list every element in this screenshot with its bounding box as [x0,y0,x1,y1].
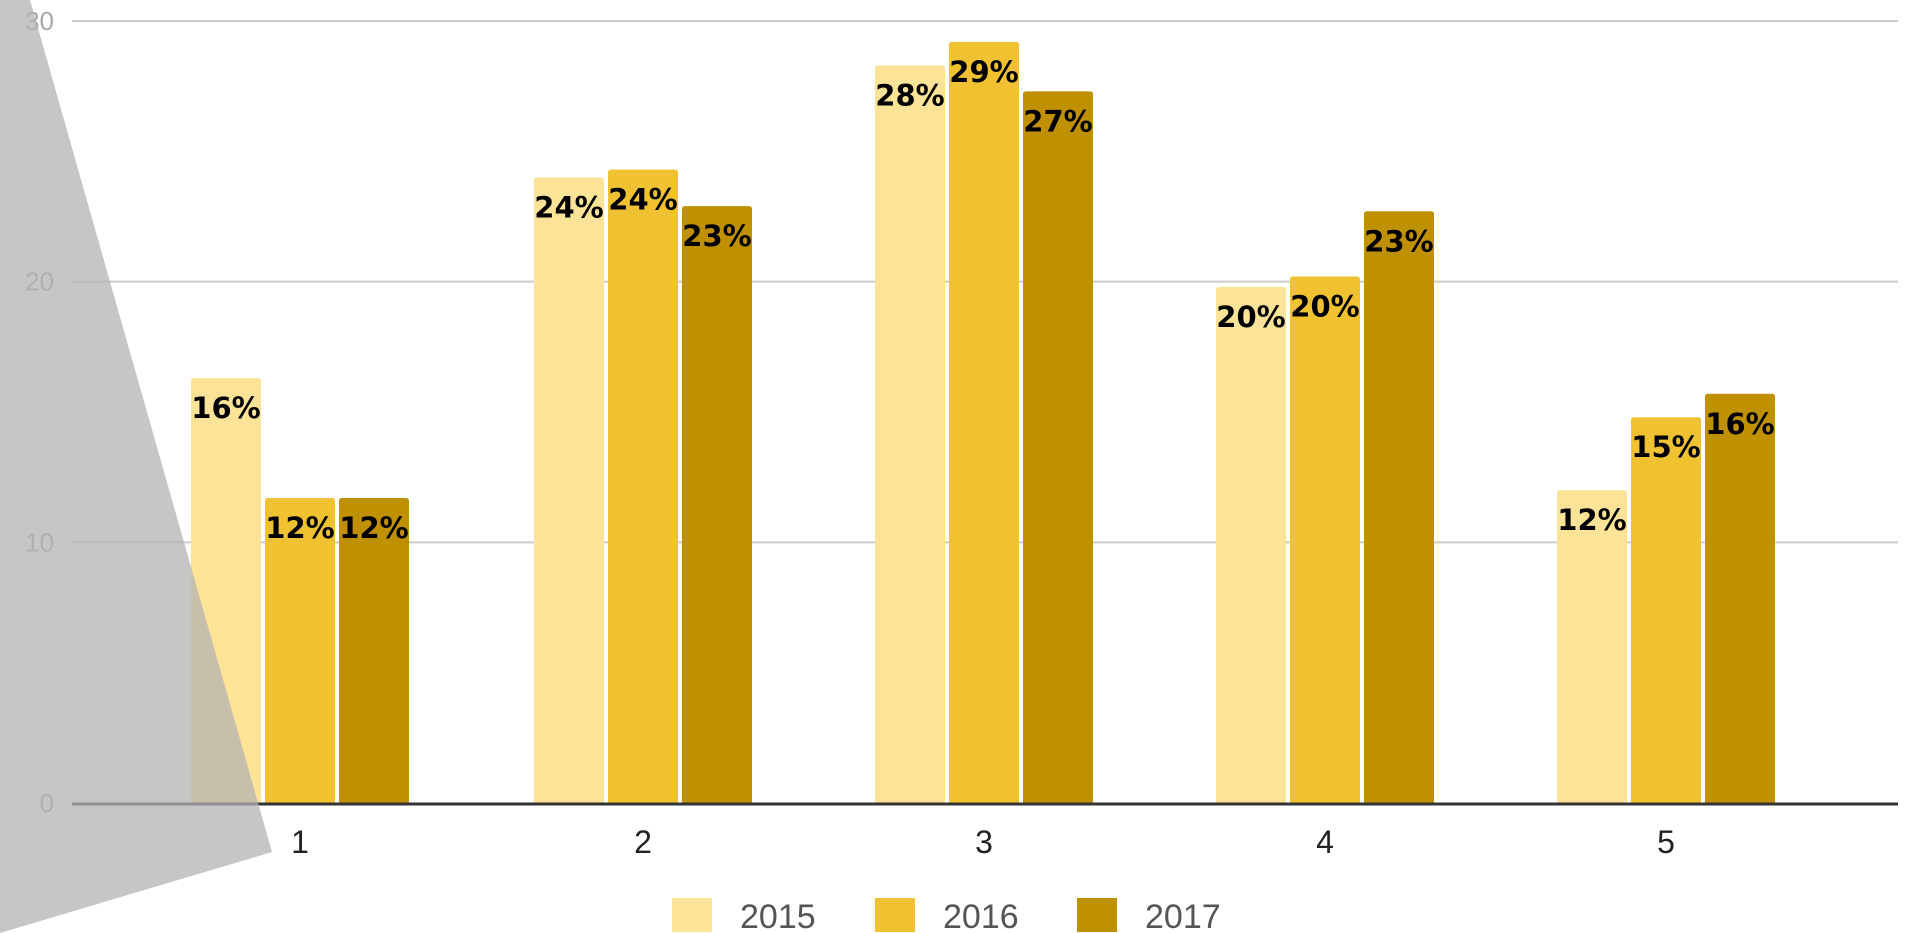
bar-2017-cat-1 [339,498,409,803]
data-label-2017-cat-2: 23% [682,219,751,253]
legend-label-2015: 2015 [740,898,816,933]
data-label-2016-cat-3: 29% [949,55,1018,89]
x-category-label: 5 [1657,824,1675,860]
bar-2017-cat-4 [1364,211,1434,803]
bar-2015-cat-4 [1216,286,1286,803]
x-category-label: 1 [291,824,309,860]
bar-2015-cat-5 [1557,490,1627,803]
data-label-2016-cat-4: 20% [1290,289,1359,323]
data-label-2017-cat-4: 23% [1364,224,1433,258]
legend-label-2016: 2016 [943,898,1019,933]
data-label-2017-cat-1: 12% [339,511,408,545]
data-label-2016-cat-1: 12% [265,511,334,545]
x-category-label: 3 [975,824,993,860]
x-category-label: 2 [634,824,652,860]
legend-swatch-2015 [672,898,712,932]
bar-2016-cat-2 [608,169,678,803]
data-label-2015-cat-3: 28% [875,78,944,112]
data-label-2015-cat-4: 20% [1216,300,1285,334]
gray-overlay-shape [0,0,272,933]
bar-2017-cat-3 [1023,91,1093,803]
bar-2016-cat-4 [1290,276,1360,803]
data-labels: 16%12% 12%24% 24%23%28%29%27%20% 20%23%12%1… [191,55,1774,545]
data-label-2016-cat-5: 15% [1631,430,1700,464]
data-label-2017-cat-3: 27% [1023,104,1092,138]
bar-2016-cat-3 [949,41,1019,803]
x-category-label: 4 [1316,824,1334,860]
data-label-2017-cat-5: 16% [1705,407,1774,441]
legend-swatch-2017 [1077,898,1117,932]
bar-2016-cat-1 [265,498,335,803]
legend: 2015 2016 2017 [672,898,1221,933]
bar-2017-cat-2 [682,206,752,803]
legend-label-2017: 2017 [1145,898,1221,933]
bar-2016-cat-5 [1631,417,1701,803]
data-label-2016-cat-2: 24% [608,183,677,217]
data-label-2015-cat-5: 12% [1557,503,1626,537]
bar-2015-cat-3 [875,65,945,803]
legend-swatch-2016 [875,898,915,932]
bar-2015-cat-2 [534,177,604,803]
data-label-2015-cat-1: 16% [191,391,260,425]
bar-2017-cat-5 [1705,393,1775,803]
bars [191,41,1775,803]
data-label-2015-cat-2: 24% [534,190,603,224]
x-axis-categories: 1 2 3 4 5 [291,824,1675,860]
